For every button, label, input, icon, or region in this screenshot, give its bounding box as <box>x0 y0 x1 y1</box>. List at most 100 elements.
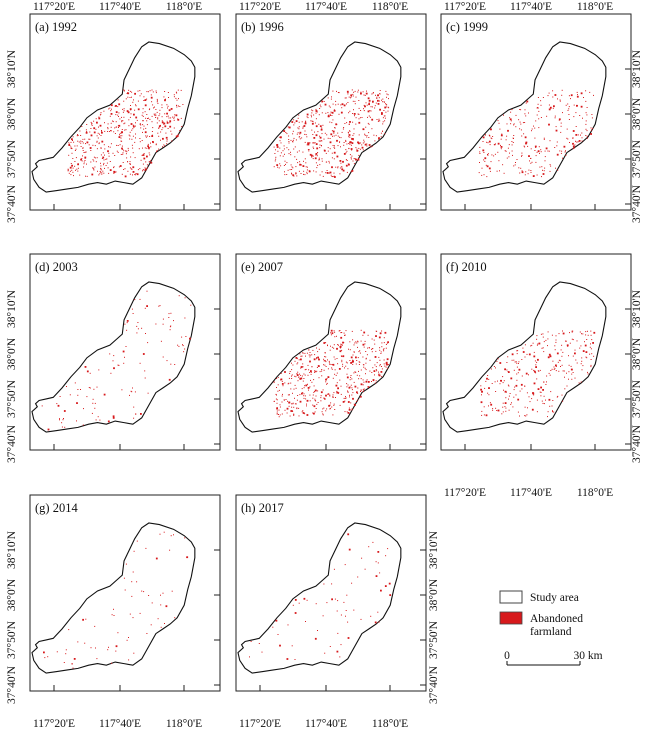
farmland-pixel <box>295 376 297 378</box>
farmland-pixel <box>287 624 289 626</box>
farmland-pixel <box>499 170 500 172</box>
farmland-pixel <box>362 389 364 391</box>
farmland-pixel <box>322 408 324 410</box>
farmland-pixel <box>170 325 172 327</box>
farmland-pixel <box>553 105 555 108</box>
farmland-pixel <box>278 416 280 418</box>
farmland-pixel <box>166 360 168 362</box>
farmland-pixel <box>70 146 72 148</box>
farmland-pixel <box>364 134 366 136</box>
x-tick-label-below-f: 117°20'E <box>444 487 486 499</box>
farmland-pixel <box>347 390 348 392</box>
farmland-pixel <box>316 403 318 405</box>
farmland-pixel <box>309 142 311 144</box>
farmland-pixel <box>525 141 528 144</box>
farmland-pixel <box>362 334 364 336</box>
farmland-pixel <box>346 160 348 161</box>
farmland-pixel <box>307 149 309 151</box>
farmland-pixel <box>145 136 147 138</box>
farmland-pixel <box>320 395 322 397</box>
farmland-pixel <box>358 351 360 353</box>
farmland-pixel <box>316 111 318 113</box>
farmland-pixel <box>552 360 554 362</box>
farmland-pixel <box>294 599 297 601</box>
farmland-pixel <box>526 414 528 416</box>
farmland-pixel <box>515 162 516 163</box>
farmland-pixel <box>375 366 377 368</box>
farmland-pixel <box>306 169 308 171</box>
farmland-pixel <box>173 534 174 536</box>
farmland-pixel <box>296 175 298 177</box>
farmland-pixel <box>340 614 342 616</box>
panel-frame <box>440 13 632 211</box>
farmland-pixel <box>83 408 84 410</box>
farmland-pixel <box>548 92 550 94</box>
farmland-pixel <box>349 386 351 388</box>
farmland-pixel <box>137 100 139 102</box>
farmland-pixel <box>502 382 504 384</box>
farmland-pixel <box>338 113 340 115</box>
farmland-pixel <box>84 138 86 140</box>
farmland-pixel <box>293 137 295 139</box>
farmland-pixel <box>536 107 538 109</box>
farmland-pixel <box>551 405 553 407</box>
farmland-pixel <box>537 103 539 105</box>
farmland-pixel <box>368 103 370 106</box>
farmland-pixel <box>178 98 179 100</box>
farmland-pixel <box>335 397 336 398</box>
farmland-pixel <box>358 107 360 109</box>
farmland-pixel <box>293 413 295 415</box>
farmland-pixel <box>312 397 314 399</box>
farmland-pixel <box>142 163 144 165</box>
farmland-pixel <box>308 349 310 351</box>
farmland-pixel <box>311 354 313 356</box>
farmland-pixel <box>581 369 583 371</box>
farmland-pixel <box>580 381 582 383</box>
farmland-pixel <box>152 142 154 144</box>
farmland-pixel <box>347 384 349 386</box>
farmland-pixel <box>484 387 486 389</box>
farmland-pixel <box>292 364 294 366</box>
farmland-pixel <box>113 172 115 174</box>
farmland-pixel <box>122 111 124 113</box>
farmland-pixel <box>378 374 380 376</box>
farmland-pixel <box>511 144 513 146</box>
farmland-pixel <box>336 382 338 384</box>
farmland-pixel <box>296 407 298 409</box>
farmland-pixel <box>97 137 99 139</box>
farmland-pixel <box>540 395 542 397</box>
farmland-pixel <box>541 347 543 349</box>
farmland-pixel <box>110 110 112 112</box>
farmland-pixel <box>132 166 135 169</box>
farmland-pixel <box>591 117 593 119</box>
farmland-pixel <box>333 347 335 349</box>
farmland-pixel <box>504 390 507 393</box>
farmland-pixel <box>186 556 188 558</box>
farmland-pixel <box>315 154 317 156</box>
farmland-pixel <box>117 632 119 634</box>
farmland-pixel <box>319 108 321 109</box>
farmland-pixel <box>567 345 569 347</box>
farmland-pixel <box>122 120 124 122</box>
farmland-pixel <box>327 137 329 139</box>
farmland-pixel <box>127 170 129 172</box>
farmland-pixel <box>318 123 320 125</box>
farmland-pixel <box>310 373 312 375</box>
farmland-pixel <box>543 170 545 172</box>
farmland-pixel <box>585 334 587 336</box>
farmland-pixel <box>322 175 324 177</box>
farmland-pixel <box>324 398 326 400</box>
farmland-pixel <box>275 619 278 622</box>
farmland-pixel <box>72 158 74 159</box>
farmland-pixel <box>158 115 160 117</box>
farmland-pixel <box>360 618 362 620</box>
y-tick-label-left-row1: 38°10'N <box>6 49 18 88</box>
farmland-pixel <box>303 373 305 375</box>
farmland-pixel <box>301 121 303 123</box>
farmland-pixel <box>352 100 354 102</box>
farmland-pixel <box>108 646 109 648</box>
farmland-pixel <box>542 389 544 391</box>
farmland-pixel <box>342 341 344 344</box>
farmland-pixel <box>127 92 129 94</box>
farmland-pixel <box>41 405 43 407</box>
